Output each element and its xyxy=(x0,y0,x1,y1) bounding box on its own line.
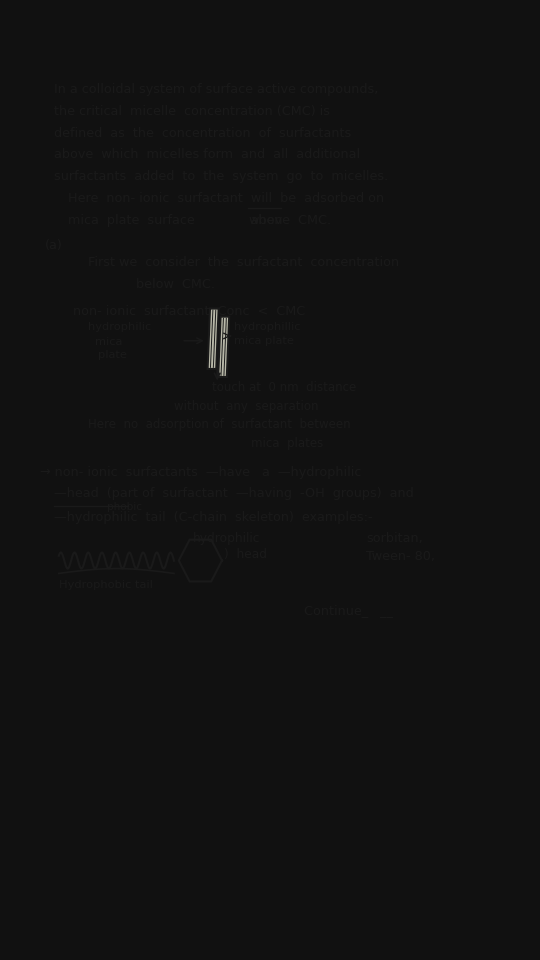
Text: hydrophillic: hydrophillic xyxy=(234,323,300,332)
Text: mica plate: mica plate xyxy=(234,336,294,346)
Text: Tween- 80,: Tween- 80, xyxy=(366,550,435,564)
Text: Here  non- ionic  surfactant  will  be  adsorbed on: Here non- ionic surfactant will be adsor… xyxy=(69,192,384,204)
Text: mica  plates: mica plates xyxy=(251,437,323,449)
Text: touch at  0 nm  distance: touch at 0 nm distance xyxy=(212,381,356,394)
Text: First we  consider  the  surfactant  concentration: First we consider the surfactant concent… xyxy=(87,256,399,269)
Polygon shape xyxy=(207,308,219,369)
Text: non- ionic  surfactant  Conc  <  CMC: non- ionic surfactant Conc < CMC xyxy=(73,304,306,318)
Text: when: when xyxy=(248,213,283,227)
Text: phobic: phobic xyxy=(107,502,142,512)
Text: above  which  micelles form  and  all  additional: above which micelles form and all additi… xyxy=(54,149,360,161)
Text: surfactants  added  to  the  system  go  to  micelles.: surfactants added to the system go to mi… xyxy=(54,170,388,183)
Polygon shape xyxy=(218,317,229,377)
Text: Here  no  adsorption of  surfactant  between: Here no adsorption of surfactant between xyxy=(87,418,350,431)
Text: plate: plate xyxy=(98,350,127,360)
Text: (a): (a) xyxy=(44,238,62,252)
Text: hydrophilic: hydrophilic xyxy=(193,532,261,544)
Text: )  head: ) head xyxy=(225,547,267,561)
Text: mica  plate  surface              above  CMC.: mica plate surface above CMC. xyxy=(69,213,332,227)
Text: sorbitan,: sorbitan, xyxy=(366,532,423,544)
Text: mica: mica xyxy=(95,337,122,347)
Text: the critical  micelle  concentration (CMC) is: the critical micelle concentration (CMC)… xyxy=(54,105,330,118)
Text: In a colloidal system of surface active compounds,: In a colloidal system of surface active … xyxy=(54,84,379,96)
Text: below  CMC.: below CMC. xyxy=(136,278,214,291)
Text: Hydrophobic tail: Hydrophobic tail xyxy=(59,580,153,589)
Text: —head  (part of  surfactant  —having  -OH  groups)  and: —head (part of surfactant —having -OH gr… xyxy=(54,488,414,500)
Text: hydrophilic: hydrophilic xyxy=(87,323,151,332)
Text: without  any  separation: without any separation xyxy=(174,399,319,413)
Text: defined  as  the  concentration  of  surfactants: defined as the concentration of surfacta… xyxy=(54,127,351,139)
Text: —hydrophilic  tail  (C-chain  skeleton)  examples:-: —hydrophilic tail (C-chain skeleton) exa… xyxy=(54,512,373,524)
Text: Continue_   __: Continue_ __ xyxy=(303,604,393,617)
Text: → non- ionic  surfactants  —have   a  —hydrophilic: → non- ionic surfactants —have a —hydrop… xyxy=(39,466,361,478)
